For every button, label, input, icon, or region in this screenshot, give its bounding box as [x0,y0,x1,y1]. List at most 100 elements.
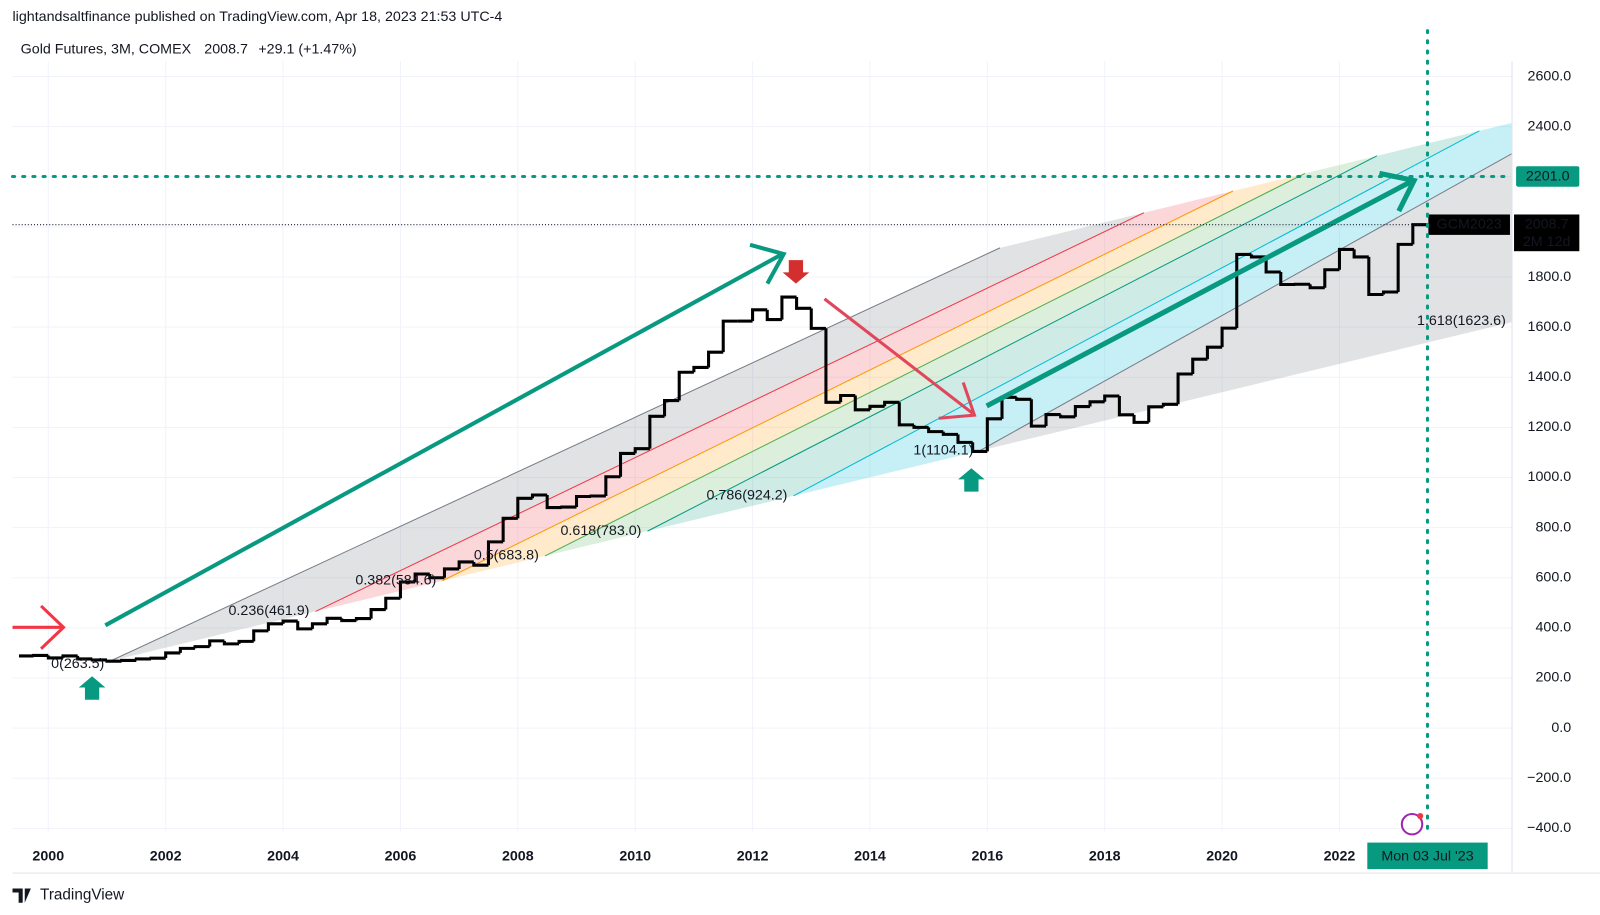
price-step [354,617,372,621]
price-step [1205,345,1223,360]
arrow [782,260,810,284]
fib-label: 0.5(683.8) [474,548,539,564]
y-tick-label: 1000.0 [1528,469,1572,485]
x-tick-label: 2012 [737,849,769,865]
price-step [545,495,562,510]
price-step [178,646,196,653]
y-tick-label: 600.0 [1535,569,1571,585]
price-step [442,567,460,578]
price-step [1044,413,1061,427]
price-step [193,645,210,649]
y-tick-label: 1200.0 [1528,419,1572,435]
y-tick-label: 0.0 [1551,720,1571,736]
price-step [1029,399,1047,428]
price-step [633,447,650,454]
price-step [457,560,474,569]
fib-line [544,172,1306,557]
price-step [149,656,166,660]
x-tick-label: 2006 [385,849,417,865]
y-tick-label: 800.0 [1535,519,1571,535]
price-step [868,404,885,410]
price-step [648,414,665,449]
price-step [1308,284,1325,290]
publisher: lightandsaltfinance published on Trading… [13,9,503,25]
price-step [1191,357,1208,374]
price-step [32,653,49,657]
price-step [883,400,900,407]
x-tick-label: 2018 [1089,849,1121,865]
brand: TradingView [40,887,125,904]
arrow [78,676,106,700]
price-step [1264,256,1281,274]
price-step [839,393,856,403]
price-step [237,639,254,644]
price-step [384,596,401,610]
price-step [809,308,826,330]
price-step [76,655,93,661]
price-step [971,442,988,453]
price-step [516,496,533,519]
price-box [1514,214,1580,252]
price-step [1088,400,1105,407]
price-step [1367,256,1384,297]
price-step [1381,290,1399,295]
price-step [1279,271,1296,287]
x-tick-label: 2020 [1206,849,1238,865]
x-tick-label: 2014 [854,849,886,865]
icon[interactable] [1400,812,1424,836]
price-step [560,505,577,509]
price-step [663,399,680,417]
price-step [780,295,797,320]
x-tick-label: 2008 [502,849,534,865]
price-step [530,493,548,499]
x-tick-label: 2010 [619,849,651,865]
fib-band [544,155,1377,556]
countdown: 2M 12d [1523,234,1571,250]
price-step [120,658,137,662]
fib-band [110,212,1144,662]
date-label: Mon 03 Jul '23 [1381,849,1473,865]
x-tick-label: 2000 [32,849,64,865]
fib-line [979,153,1513,452]
price-step [369,608,386,619]
x-tick-label: 2004 [267,849,299,865]
target-label: 2201.0 [1526,168,1570,184]
axes [12,61,1600,874]
price-step [897,402,914,427]
price-step [296,621,313,631]
price-step [956,434,973,444]
price-step [90,658,107,662]
price-step [692,365,709,373]
fib-channel [110,122,1513,662]
price-line [18,223,1428,663]
price-step [222,640,240,646]
y-tick-label: −400.0 [1527,820,1571,836]
price-step [413,572,430,582]
fib-label: 0.618(783.0) [561,523,642,539]
icon [1417,812,1424,820]
y-tick-label: 1600.0 [1528,319,1572,335]
price-step [1396,242,1413,293]
price-step [428,573,445,580]
fib-label: 1(1104.1) [913,443,973,459]
price-step [1103,394,1120,402]
grid [12,61,1513,832]
price-step [208,639,225,647]
arrow [958,468,985,492]
price-step [1176,372,1193,405]
price-step [310,622,328,629]
symbol-box [1428,214,1510,235]
price-step [574,494,592,508]
price-step [677,370,694,401]
fib-band [647,130,1480,532]
symbol: Gold Futures, 3M, COMEX [21,42,192,58]
price-step [941,431,958,436]
price-step [1147,405,1164,423]
arrow [12,604,66,650]
price-step [1220,326,1237,348]
price-step [707,350,724,368]
price-step [765,309,782,322]
y-tick-label: 2400.0 [1528,118,1572,134]
